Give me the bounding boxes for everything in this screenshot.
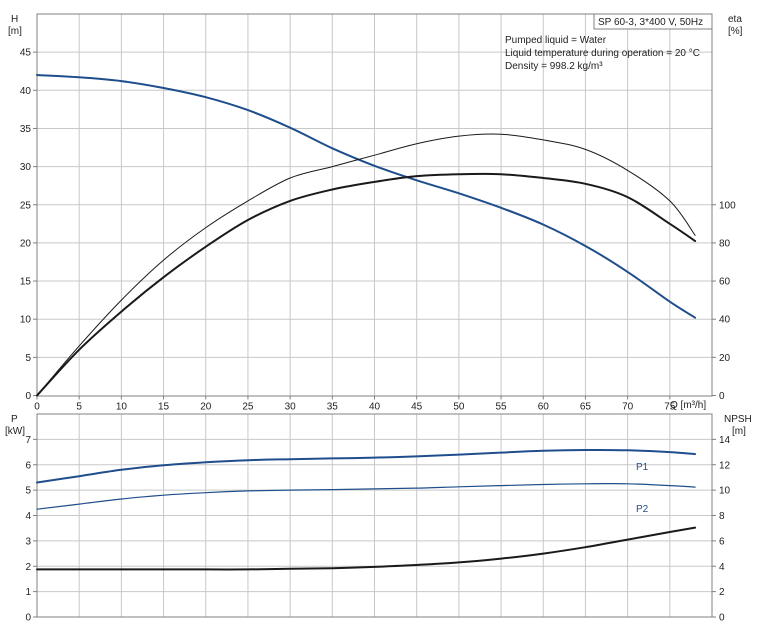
tick-label-eta: 40 — [719, 315, 731, 326]
tick-label-p: 0 — [25, 613, 31, 624]
tick-label-p: 3 — [25, 536, 31, 547]
tick-label-q: 35 — [327, 402, 339, 413]
tick-label-q: 70 — [622, 402, 634, 413]
tick-label-q: 75 — [664, 402, 676, 413]
tick-label-npsh: 12 — [719, 460, 731, 471]
tick-label-q: 0 — [34, 402, 40, 413]
bottom-panel-series — [36, 448, 697, 571]
top-left-axis-label-2: [m] — [8, 26, 22, 37]
top-right-axis-label-2: [%] — [728, 26, 743, 37]
info-line-pumped-liquid: Pumped liquid = Water — [505, 35, 607, 46]
x-axis-label: Q [m³/h] — [670, 400, 706, 411]
tick-label-h: 0 — [25, 391, 31, 402]
tick-label-h: 35 — [20, 124, 32, 135]
top-panel-series — [36, 74, 697, 397]
tick-label-q: 45 — [411, 402, 423, 413]
tick-label-q: 30 — [285, 402, 297, 413]
bottom-right-axis-label-2: [m] — [732, 426, 746, 437]
tick-label-q: 20 — [200, 402, 212, 413]
efficiency-curve-total — [36, 172, 697, 397]
tick-label-eta: 100 — [719, 200, 736, 211]
tick-label-npsh: 6 — [719, 536, 725, 547]
tick-label-q: 40 — [369, 402, 381, 413]
tick-label-p: 6 — [25, 460, 31, 471]
bottom-panel-grid — [37, 414, 712, 617]
header-box — [593, 13, 713, 30]
tick-label-q: 55 — [496, 402, 508, 413]
header-box-text: SP 60-3, 3*400 V, 50Hz — [598, 17, 703, 28]
top-panel-grid — [37, 14, 712, 396]
bottom-left-axis-label-1: P — [11, 414, 18, 425]
tick-label-q: 50 — [453, 402, 465, 413]
power-curve-p1 — [36, 448, 697, 484]
tick-label-p: 1 — [25, 587, 31, 598]
tick-label-eta: 0 — [719, 391, 725, 402]
tick-label-npsh: 8 — [719, 511, 725, 522]
tick-label-npsh: 14 — [719, 435, 731, 446]
tick-label-q: 25 — [242, 402, 254, 413]
tick-label-p: 7 — [25, 435, 31, 446]
power-curve-p2 — [36, 483, 696, 510]
info-line-temperature: Liquid temperature during operation = 20… — [505, 48, 700, 59]
tick-label-h: 20 — [20, 238, 32, 249]
tick-label-p: 2 — [25, 562, 31, 573]
bottom-left-axis-label-2: [kW] — [5, 426, 25, 437]
tick-label-q: 15 — [158, 402, 170, 413]
top-left-axis-label-1: H — [11, 14, 18, 25]
tick-label-p: 5 — [25, 486, 31, 497]
tick-label-h: 15 — [20, 277, 32, 288]
tick-label-h: 30 — [20, 162, 32, 173]
tick-label-q: 5 — [76, 402, 82, 413]
tick-label-npsh: 2 — [719, 587, 725, 598]
tick-label-npsh: 10 — [719, 486, 731, 497]
npsh-curve — [36, 526, 697, 571]
tick-label-h: 25 — [20, 200, 32, 211]
info-line-density: Density = 998.2 kg/m³ — [505, 61, 603, 72]
tick-label-h: 5 — [25, 353, 31, 364]
tick-label-npsh: 0 — [719, 613, 725, 624]
series-label-p1: P1 — [636, 462, 649, 473]
head-curve — [36, 74, 697, 319]
tick-label-h: 40 — [20, 86, 32, 97]
tick-label-q: 60 — [538, 402, 550, 413]
tick-label-npsh: 4 — [719, 562, 725, 573]
tick-label-eta: 80 — [719, 238, 731, 249]
bottom-right-axis-label-1: NPSH — [724, 414, 752, 425]
tick-label-h: 10 — [20, 315, 32, 326]
tick-label-p: 4 — [25, 511, 31, 522]
top-right-axis-label-1: eta — [728, 14, 742, 25]
tick-label-h: 45 — [20, 48, 32, 59]
tick-label-eta: 20 — [719, 353, 731, 364]
series-label-p2: P2 — [636, 504, 649, 515]
tick-label-q: 10 — [116, 402, 128, 413]
efficiency-curve-pump — [36, 133, 696, 396]
tick-label-eta: 60 — [719, 277, 731, 288]
tick-label-q: 65 — [580, 402, 592, 413]
